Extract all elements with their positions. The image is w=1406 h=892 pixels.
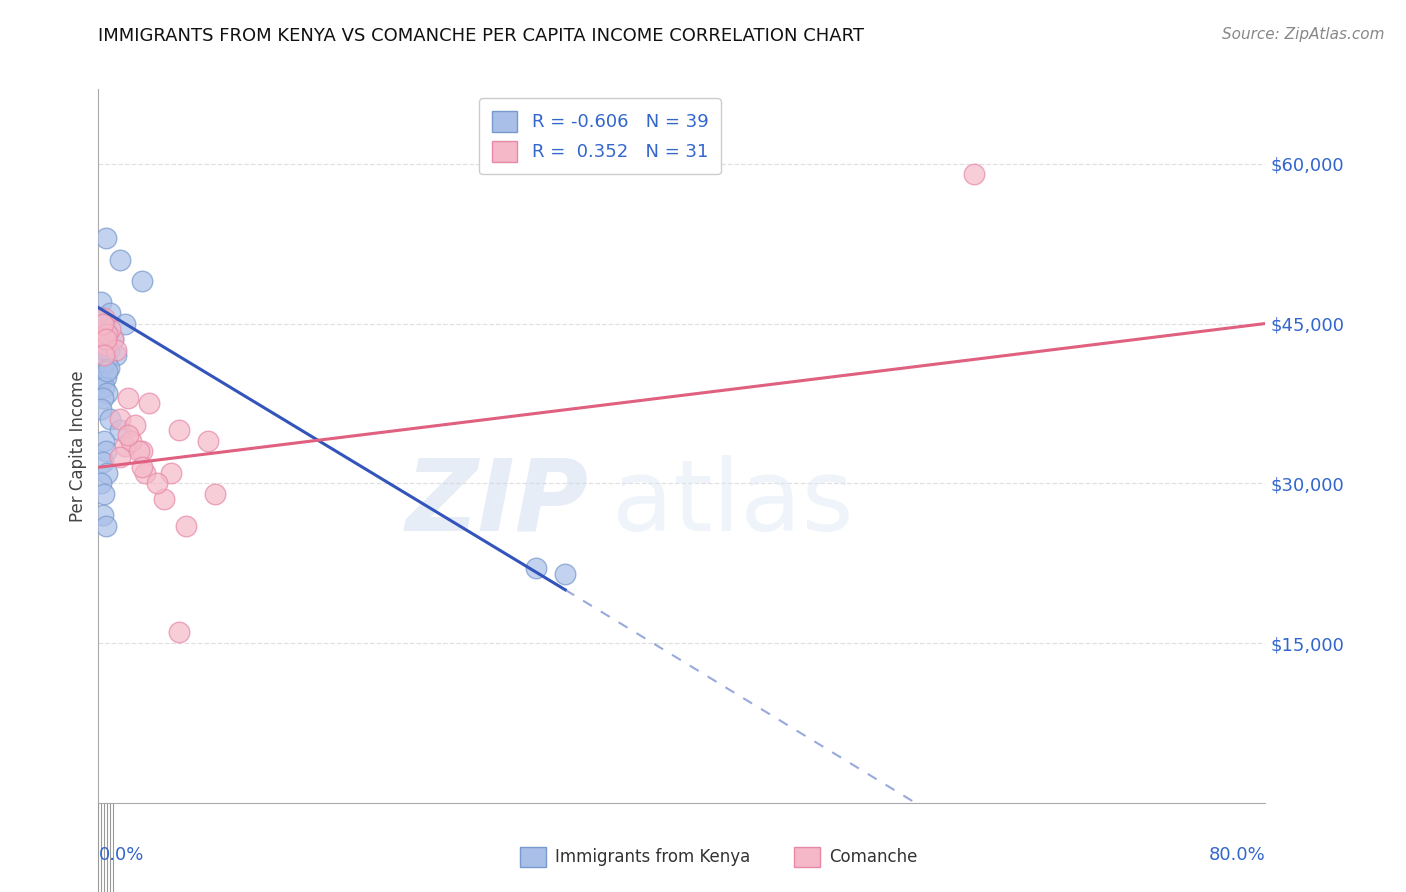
Point bbox=[94, 338, 117, 352]
Point bbox=[131, 274, 153, 288]
Point bbox=[96, 385, 118, 400]
Point bbox=[97, 361, 120, 376]
Point bbox=[91, 455, 114, 469]
Point bbox=[117, 428, 139, 442]
Point bbox=[93, 349, 115, 363]
Text: ZIP: ZIP bbox=[405, 455, 589, 551]
Point bbox=[94, 444, 117, 458]
Point bbox=[160, 466, 183, 480]
Y-axis label: Per Capita Income: Per Capita Income bbox=[69, 370, 87, 522]
Point bbox=[197, 434, 219, 448]
Point bbox=[93, 342, 115, 356]
Point bbox=[134, 466, 156, 480]
Point bbox=[91, 322, 114, 336]
Point bbox=[524, 561, 547, 575]
Point bbox=[204, 487, 226, 501]
Point bbox=[117, 391, 139, 405]
Point bbox=[90, 375, 112, 389]
Text: atlas: atlas bbox=[612, 455, 853, 551]
Point bbox=[131, 460, 153, 475]
Point bbox=[124, 417, 146, 432]
Text: Source: ZipAtlas.com: Source: ZipAtlas.com bbox=[1222, 27, 1385, 42]
Point bbox=[110, 252, 132, 267]
Point bbox=[91, 327, 114, 342]
Point bbox=[91, 391, 114, 405]
Point bbox=[104, 349, 127, 363]
Text: Comanche: Comanche bbox=[830, 848, 918, 866]
Point bbox=[90, 311, 112, 326]
Point bbox=[104, 343, 127, 358]
Point bbox=[94, 353, 117, 368]
Point bbox=[96, 466, 118, 480]
Point bbox=[97, 343, 120, 358]
Point bbox=[554, 566, 576, 581]
Point bbox=[94, 369, 117, 384]
Point bbox=[98, 322, 121, 336]
Text: Immigrants from Kenya: Immigrants from Kenya bbox=[555, 848, 751, 866]
Text: 0.0%: 0.0% bbox=[98, 846, 143, 863]
Point bbox=[110, 423, 132, 437]
Point bbox=[91, 359, 114, 373]
Point bbox=[138, 396, 160, 410]
Point bbox=[93, 434, 115, 448]
Point bbox=[96, 364, 118, 378]
Point bbox=[91, 508, 114, 523]
Legend: R = -0.606   N = 39, R =  0.352   N = 31: R = -0.606 N = 39, R = 0.352 N = 31 bbox=[479, 98, 721, 174]
Point bbox=[146, 476, 169, 491]
Point bbox=[167, 423, 190, 437]
Point bbox=[98, 412, 121, 426]
Point bbox=[131, 444, 153, 458]
Point bbox=[110, 412, 132, 426]
Point bbox=[167, 625, 190, 640]
Text: IMMIGRANTS FROM KENYA VS COMANCHE PER CAPITA INCOME CORRELATION CHART: IMMIGRANTS FROM KENYA VS COMANCHE PER CA… bbox=[98, 27, 865, 45]
Point bbox=[94, 231, 117, 245]
Point bbox=[174, 519, 197, 533]
Point bbox=[94, 519, 117, 533]
Point bbox=[962, 168, 984, 182]
Point bbox=[153, 492, 176, 507]
Point bbox=[90, 325, 112, 339]
Point bbox=[128, 444, 150, 458]
Point bbox=[96, 327, 118, 342]
Point bbox=[114, 439, 136, 453]
Point bbox=[101, 333, 124, 347]
Point bbox=[96, 327, 118, 342]
Point bbox=[94, 333, 117, 347]
Point bbox=[93, 487, 115, 501]
Text: 80.0%: 80.0% bbox=[1209, 846, 1265, 863]
Point bbox=[90, 401, 112, 416]
Point bbox=[98, 306, 121, 320]
Point bbox=[93, 380, 115, 394]
Point bbox=[93, 329, 115, 343]
Point bbox=[93, 311, 115, 326]
Point bbox=[114, 317, 136, 331]
Point bbox=[120, 434, 142, 448]
Point bbox=[91, 317, 114, 331]
Point bbox=[90, 295, 112, 310]
Point bbox=[90, 476, 112, 491]
Point bbox=[110, 450, 132, 464]
Point bbox=[93, 338, 115, 352]
Point bbox=[101, 333, 124, 347]
Point bbox=[91, 346, 114, 360]
